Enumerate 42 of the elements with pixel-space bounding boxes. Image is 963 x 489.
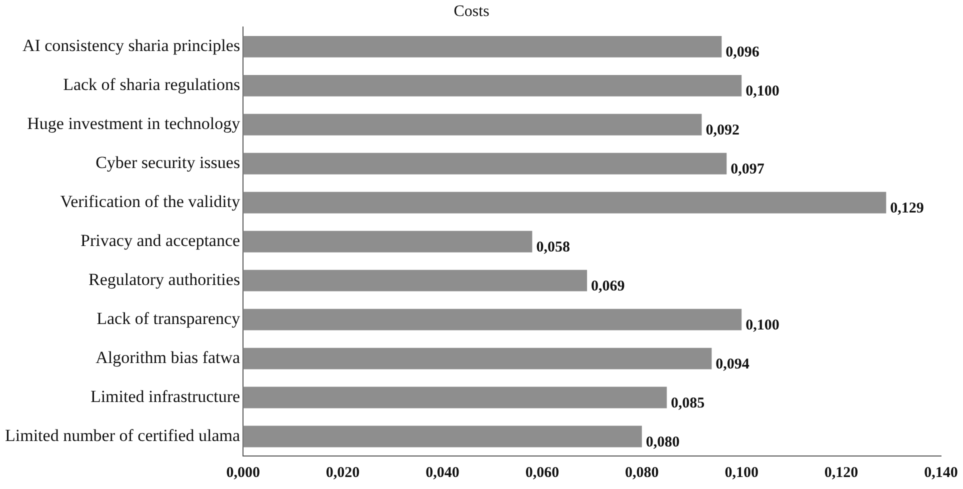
x-tick-label: 0,000: [226, 464, 260, 481]
data-label: 0,085: [670, 395, 705, 412]
data-label: 0,058: [536, 239, 570, 256]
y-tick-label: Limited infrastructure: [90, 386, 240, 406]
data-label: 0,097: [730, 162, 765, 178]
bar: [243, 270, 588, 292]
bar: [243, 426, 642, 448]
bar: [243, 386, 667, 408]
bar: [243, 74, 742, 96]
bar: [243, 192, 886, 214]
data-label: 0,069: [591, 278, 625, 294]
bar: [243, 308, 742, 330]
x-tick-label: 0,060: [525, 464, 560, 481]
data-label: 0,080: [646, 434, 680, 450]
bar: [243, 114, 702, 136]
y-tick-label: Limited number of certified ulama: [5, 426, 241, 445]
bar: [243, 36, 722, 58]
data-label: 0,092: [706, 122, 740, 139]
data-label: 0,100: [746, 317, 780, 334]
y-tick-label: AI consistency sharia principles: [22, 36, 240, 56]
chart-title: Costs: [454, 2, 490, 20]
data-label: 0,094: [716, 356, 750, 372]
y-tick-label: Algorithm bias fatwa: [96, 348, 241, 368]
data-label: 0,129: [890, 200, 924, 216]
bar: [243, 152, 727, 174]
x-tick-label: 0,020: [326, 464, 360, 481]
x-tick-label: 0,080: [625, 464, 659, 481]
x-tick-label: 0,140: [924, 464, 958, 481]
y-tick-label: Regulatory authorities: [88, 270, 240, 290]
y-tick-label: Cyber security issues: [96, 153, 240, 172]
x-tick-label: 0,100: [724, 464, 758, 481]
data-label: 0,096: [726, 44, 760, 61]
bar: [243, 230, 532, 252]
y-tick-label: Lack of transparency: [96, 309, 241, 328]
x-tick-label: 0,040: [426, 464, 460, 481]
y-tick-label: Privacy and acceptance: [80, 231, 240, 250]
data-label: 0,100: [746, 84, 780, 100]
y-tick-label: Huge investment in technology: [27, 114, 241, 134]
bar: [243, 348, 712, 370]
y-tick-label: Verification of the validity: [60, 192, 241, 212]
x-tick-label: 0,120: [824, 464, 858, 481]
y-tick-label: Lack of sharia regulations: [63, 75, 240, 94]
